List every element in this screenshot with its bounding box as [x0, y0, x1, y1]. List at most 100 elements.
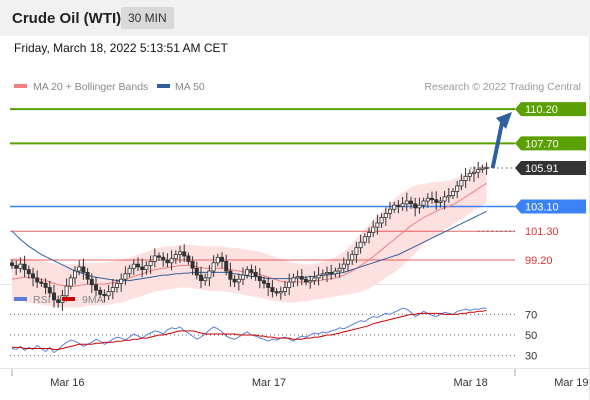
level-tag-110.20	[515, 102, 586, 117]
candle	[43, 278, 48, 295]
candle-body	[47, 287, 52, 294]
candle	[467, 169, 472, 182]
candle-body	[329, 271, 334, 275]
candle	[387, 201, 392, 220]
candle-body	[257, 276, 262, 282]
timeframe-button[interactable]: 30 MIN	[121, 7, 174, 29]
candle	[312, 271, 317, 285]
candle-body	[156, 255, 161, 258]
candle	[413, 197, 418, 217]
credit-text: Research © 2022 Trading Central	[424, 81, 581, 93]
candle	[177, 245, 182, 263]
candle	[429, 191, 434, 204]
candle-body	[177, 251, 182, 255]
forecast-arrow	[490, 122, 504, 169]
candle	[39, 278, 44, 287]
candle	[228, 262, 233, 287]
candle-body	[295, 276, 300, 279]
candle-body	[299, 276, 304, 280]
candle-body	[26, 269, 31, 275]
candle	[52, 284, 57, 308]
candle-body	[282, 287, 287, 293]
candle-body	[161, 256, 166, 261]
candle	[203, 273, 208, 286]
candle-body	[261, 280, 266, 284]
candle	[169, 250, 174, 271]
candle-body	[110, 287, 115, 293]
candle-body	[337, 267, 342, 272]
candle	[417, 197, 422, 214]
candle-body	[203, 277, 208, 282]
rsi-tick-50: 50	[525, 330, 537, 342]
candle	[232, 275, 237, 288]
candle	[119, 273, 124, 292]
candle	[115, 279, 120, 293]
candle	[484, 162, 489, 175]
candle-body	[324, 271, 329, 275]
candle	[240, 267, 245, 286]
x-tick-mar-17: Mar 17	[252, 377, 286, 389]
candle-body	[52, 292, 57, 301]
legend-label-ma50: MA 50	[175, 81, 205, 93]
candle-body	[366, 232, 371, 238]
candle	[375, 214, 380, 235]
candle	[329, 264, 334, 280]
candle-body	[450, 191, 455, 196]
candle-body	[182, 251, 187, 257]
candle-body	[215, 256, 220, 264]
candle-body	[320, 273, 325, 276]
candle-body	[291, 277, 296, 283]
candle	[287, 273, 292, 296]
rsi-tick-70: 70	[525, 309, 537, 321]
candle-body	[245, 269, 250, 276]
candle-body	[471, 171, 476, 174]
candle-body	[219, 256, 224, 262]
candle-body	[98, 289, 103, 295]
x-tick-mar-18: Mar 18	[453, 377, 487, 389]
candle-body	[240, 274, 245, 280]
candle	[110, 279, 115, 300]
candle	[274, 288, 279, 297]
x-tick-mar-16: Mar 16	[50, 377, 84, 389]
candle	[459, 173, 464, 191]
candle-body	[396, 204, 401, 207]
candle-body	[186, 255, 191, 262]
candle	[236, 273, 241, 291]
candle	[131, 259, 136, 276]
candle	[207, 265, 212, 287]
legend-swatch-ma20	[14, 84, 27, 88]
candle-body	[421, 200, 426, 206]
candle	[26, 265, 31, 279]
candle	[463, 167, 468, 188]
candle-body	[14, 265, 19, 269]
candle-body	[152, 255, 157, 262]
candle	[30, 267, 35, 287]
candle-body	[94, 284, 99, 291]
candle	[135, 257, 140, 272]
candle-body	[287, 281, 292, 288]
candle-body	[341, 263, 346, 269]
candle	[161, 252, 166, 267]
candle	[106, 284, 111, 300]
candle	[358, 234, 363, 254]
candle-body	[375, 222, 380, 228]
candle-body	[169, 258, 174, 264]
candle	[354, 241, 359, 263]
top-bar: Crude Oil (WTI) 30 MIN	[0, 0, 590, 36]
candle	[9, 259, 14, 269]
candle-body	[18, 263, 23, 269]
candle	[455, 180, 460, 199]
candle-body	[438, 200, 443, 203]
candle	[22, 255, 27, 278]
level-label-105.91: 105.91	[525, 163, 559, 175]
candle	[476, 161, 481, 179]
candle-body	[135, 263, 140, 268]
candle	[333, 267, 338, 278]
candle	[425, 193, 430, 208]
candle-body	[131, 263, 136, 269]
candle	[152, 248, 157, 268]
candle	[47, 280, 52, 298]
candle-body	[345, 259, 350, 265]
candle	[421, 197, 426, 209]
candle-body	[64, 285, 69, 297]
